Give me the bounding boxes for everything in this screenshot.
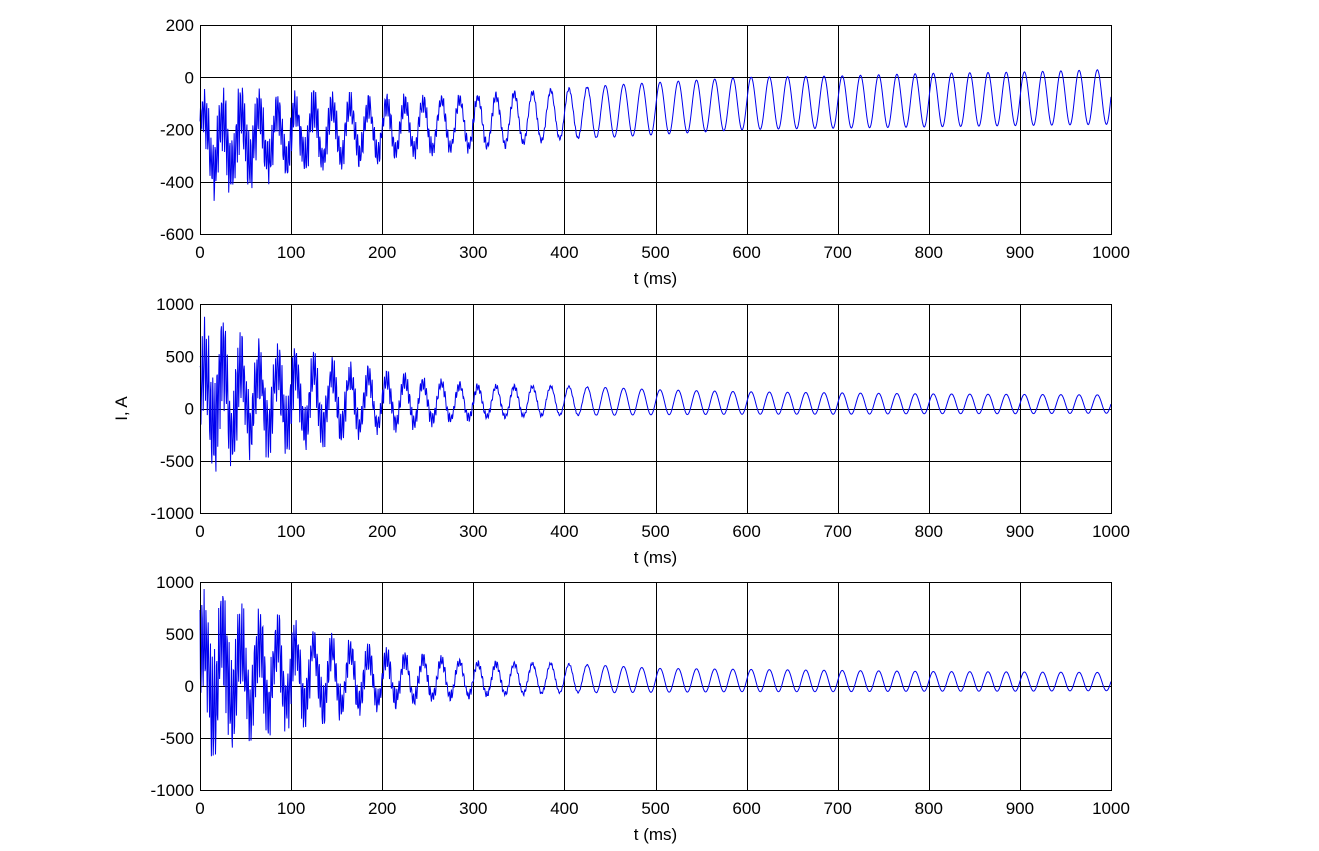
y-tick-label: 0	[185, 677, 194, 696]
y-tick-label: 500	[166, 625, 194, 644]
subplot-2: 0 100 200 300 400 500 600 700 800 900 1000 1000 500 0…	[112, 295, 1130, 567]
signal-trace	[199, 316, 1112, 472]
x-tick-label: 900	[1006, 522, 1034, 541]
x-tick-label: 800	[915, 522, 943, 541]
x-tick-label: 1000	[1092, 799, 1130, 818]
x-tick-label: 100	[277, 522, 305, 541]
x-tick-label: 600	[732, 799, 760, 818]
x-tick-label: 600	[732, 243, 760, 262]
x-tick-label: 700	[824, 243, 852, 262]
plot-frame	[200, 582, 1112, 791]
y-axis-label: I, A	[112, 396, 131, 421]
x-tick-label: 800	[915, 243, 943, 262]
y-tick-label: 200	[166, 16, 194, 35]
x-tick-label: 500	[641, 243, 669, 262]
x-tick-label: 0	[195, 799, 204, 818]
x-tick-label: 400	[550, 799, 578, 818]
x-tick-label: 1000	[1092, 522, 1130, 541]
y-tick-label: 1000	[156, 573, 194, 592]
y-tick-label: -400	[160, 173, 194, 192]
subplot-1: 0 100 200 300 400 500 600 700 800 900 1000 200 0 -200…	[160, 16, 1130, 288]
x-tick-label: 900	[1006, 243, 1034, 262]
x-tick-label: 0	[195, 522, 204, 541]
x-axis-label: t (ms)	[634, 825, 677, 844]
signal-trace	[199, 588, 1112, 757]
x-tick-label: 400	[550, 243, 578, 262]
x-tick-label: 500	[641, 799, 669, 818]
x-tick-label: 1000	[1092, 243, 1130, 262]
y-tick-label: -200	[160, 121, 194, 140]
x-tick-label: 200	[368, 243, 396, 262]
x-tick-label: 200	[368, 799, 396, 818]
subplot-3: 0 100 200 300 400 500 600 700 800 900 1000 1000 500 0…	[151, 573, 1130, 844]
x-tick-label: 0	[195, 243, 204, 262]
x-tick-label: 600	[732, 522, 760, 541]
x-axis-label: t (ms)	[634, 548, 677, 567]
x-tick-label: 300	[459, 243, 487, 262]
y-tick-label: -1000	[151, 781, 194, 800]
x-axis-label: t (ms)	[634, 269, 677, 288]
y-tick-label: -500	[160, 729, 194, 748]
x-tick-label: 700	[824, 522, 852, 541]
y-tick-label: 0	[185, 400, 194, 419]
y-tick-label: -600	[160, 225, 194, 244]
y-tick-label: 1000	[156, 295, 194, 314]
plot-frame	[200, 25, 1112, 235]
x-tick-label: 900	[1006, 799, 1034, 818]
y-tick-label: 0	[185, 68, 194, 87]
x-tick-label: 700	[824, 799, 852, 818]
x-tick-label: 200	[368, 522, 396, 541]
x-tick-label: 100	[277, 243, 305, 262]
y-tick-label: -500	[160, 452, 194, 471]
x-tick-label: 100	[277, 799, 305, 818]
plot-frame	[200, 304, 1112, 514]
x-tick-label: 300	[459, 522, 487, 541]
x-tick-label: 800	[915, 799, 943, 818]
x-tick-label: 400	[550, 522, 578, 541]
signal-trace	[199, 69, 1112, 201]
y-tick-label: 500	[166, 347, 194, 366]
x-tick-label: 300	[459, 799, 487, 818]
y-tick-label: -1000	[151, 504, 194, 523]
x-tick-label: 500	[641, 522, 669, 541]
